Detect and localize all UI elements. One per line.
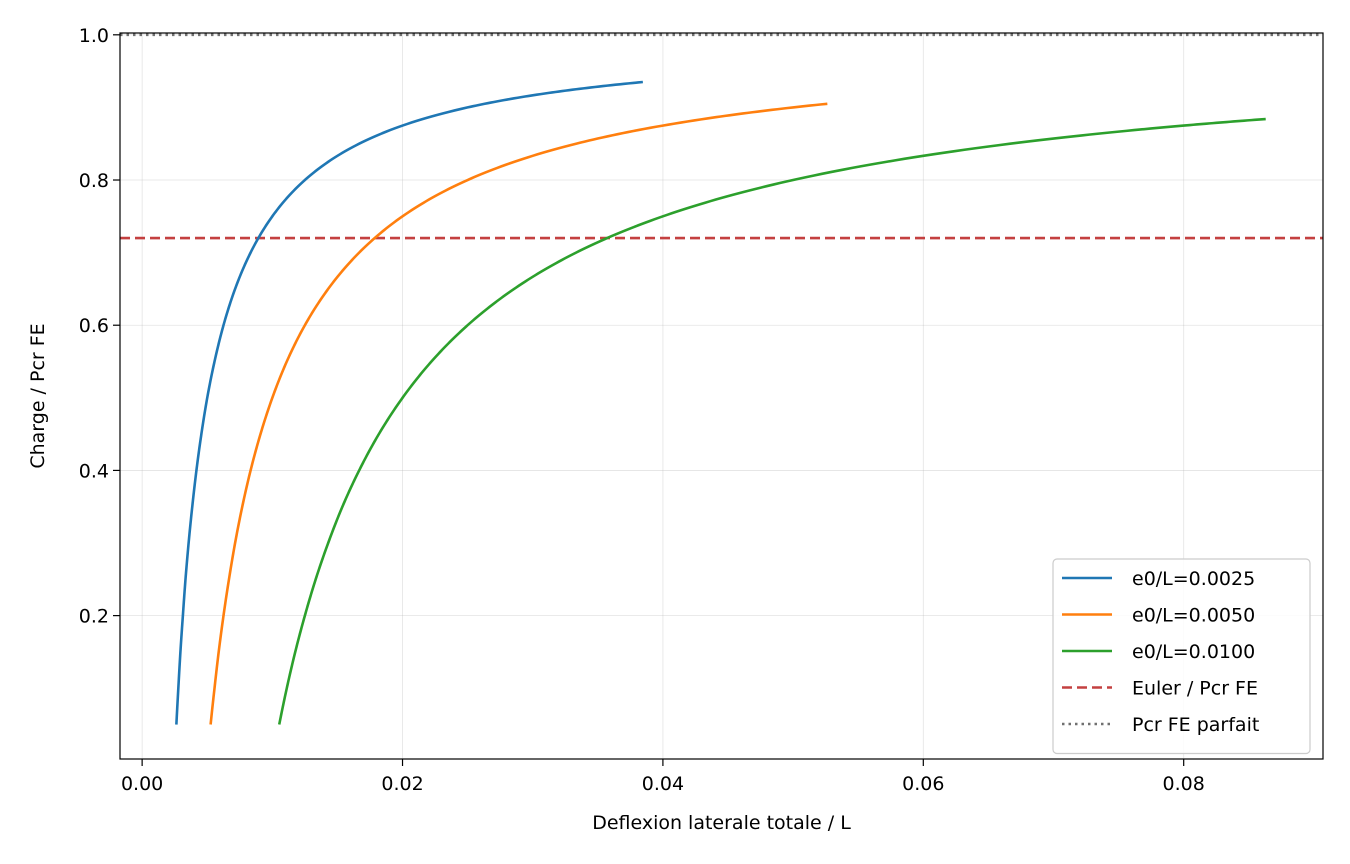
y-axis-label: Charge / Pcr FE — [27, 323, 49, 468]
y-tick-label: 1.0 — [79, 25, 109, 47]
x-axis-label: Deflexion laterale totale / L — [592, 812, 851, 834]
x-tick-label: 0.02 — [381, 773, 423, 795]
y-tick-label: 0.2 — [79, 606, 109, 628]
y-tick-label: 0.6 — [79, 315, 109, 337]
series-line-2 — [277, 117, 1266, 725]
y-tick-label: 0.8 — [79, 170, 109, 192]
legend-label-3: Euler / Pcr FE — [1132, 678, 1258, 700]
x-tick-label: 0.04 — [642, 773, 684, 795]
series-line-0 — [175, 80, 643, 725]
legend-label-4: Pcr FE parfait — [1132, 714, 1259, 736]
plot-frame — [119, 32, 1324, 760]
legend-label-1: e0/L=0.0050 — [1132, 605, 1255, 627]
x-tick-label: 0.06 — [902, 773, 944, 795]
x-tick-label: 0.00 — [121, 773, 163, 795]
legend-label-2: e0/L=0.0100 — [1132, 641, 1255, 663]
legend-box — [1052, 558, 1311, 755]
series-line-1 — [209, 102, 828, 725]
axis-ticks: 0.00 0.02 0.04 0.06 0.08 0.2 0.4 0.6 0.8 1.0 — [79, 25, 1205, 795]
plot-area — [120, 33, 1323, 725]
x-tick-label: 0.08 — [1163, 773, 1205, 795]
y-tick-label: 0.4 — [79, 460, 109, 482]
legend-label-0: e0/L=0.0025 — [1132, 568, 1255, 590]
legend: e0/L=0.0025 e0/L=0.0050 e0/L=0.0100 Euler /… — [1052, 558, 1311, 755]
